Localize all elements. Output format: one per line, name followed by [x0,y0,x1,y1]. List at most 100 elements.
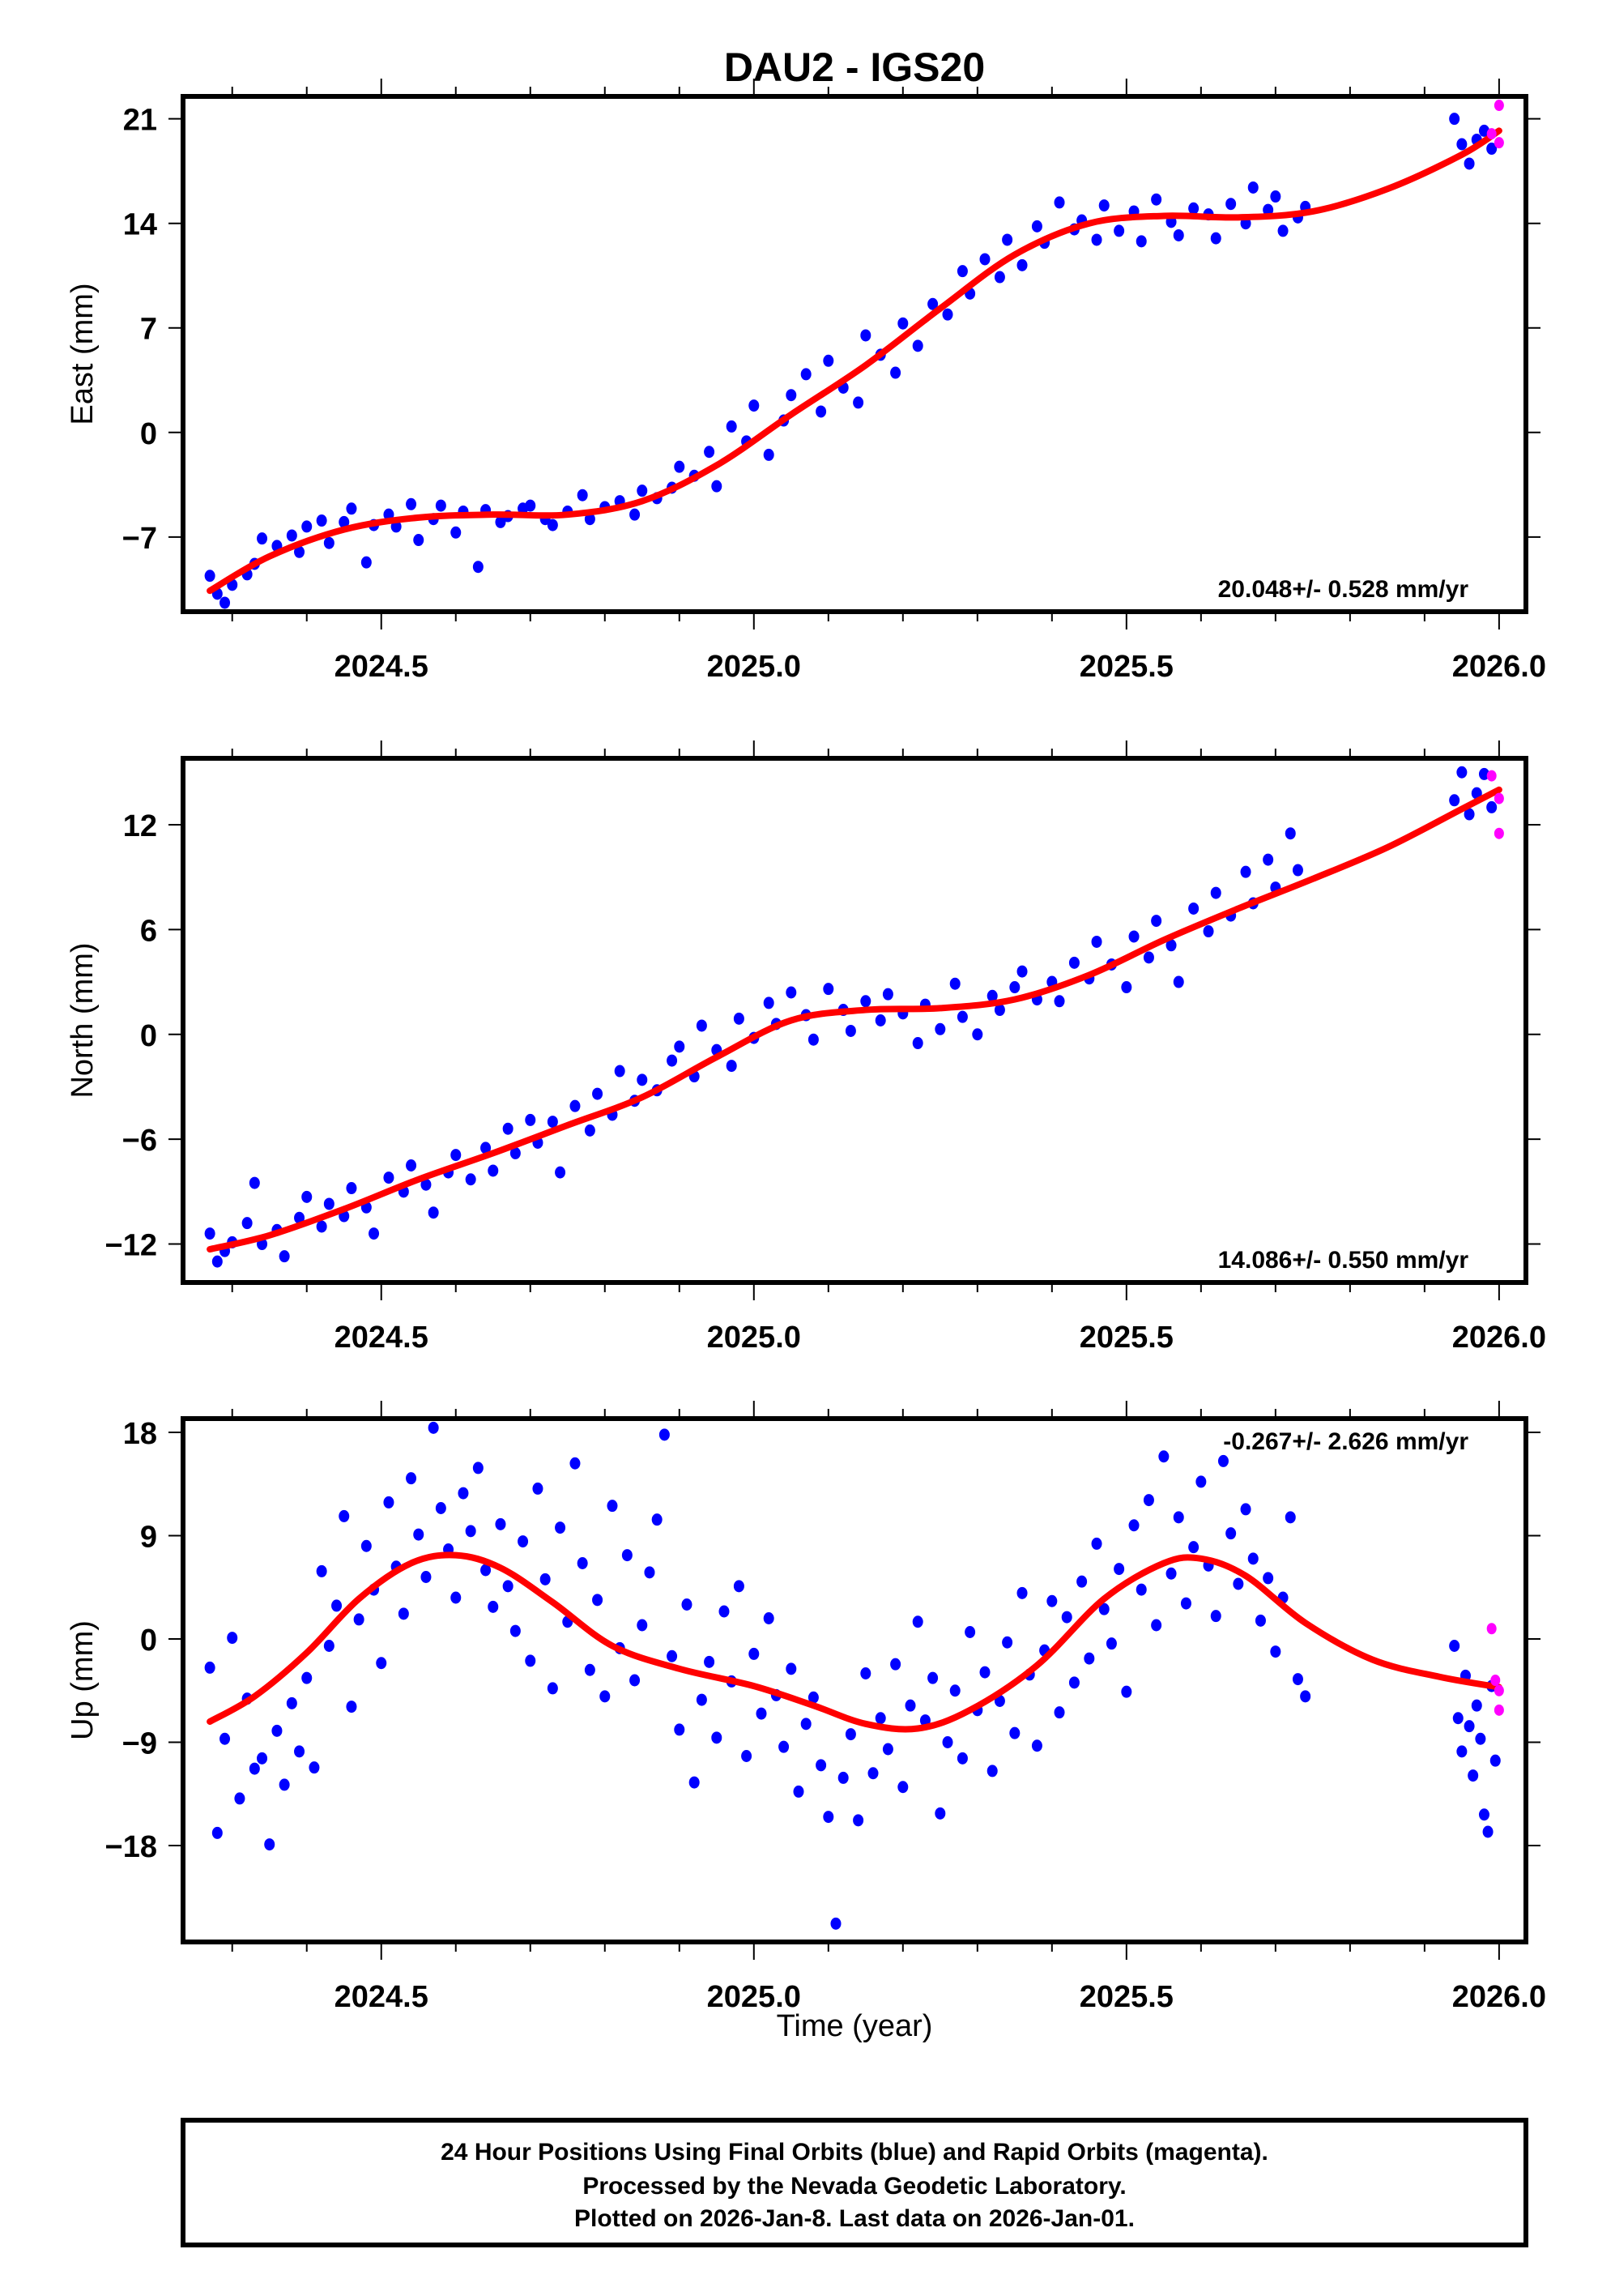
footer-line-3: Plotted on 2026-Jan-8. Last data on 2026… [574,2205,1135,2232]
final-orbit-point [339,515,350,528]
footer-line-2: Processed by the Nevada Geodetic Laborat… [582,2173,1126,2200]
final-orbit-point [525,499,536,512]
final-orbit-point [1061,1611,1072,1624]
final-orbit-point [339,1509,350,1522]
final-orbit-point [718,1605,730,1618]
final-orbit-point [1247,1552,1259,1565]
final-orbit-point [905,1699,916,1712]
final-orbit-point [435,1502,446,1514]
final-orbit-point [1165,1567,1177,1580]
x-tick-label: 2026.0 [1452,1980,1546,2014]
final-orbit-point [569,1457,581,1470]
final-orbit-point [1471,1699,1482,1712]
final-orbit-point [1478,1808,1489,1821]
final-orbit-point [480,1142,492,1154]
final-orbit-point [376,1657,387,1670]
x-tick-label: 2024.5 [335,1980,428,2014]
final-orbit-point [845,1024,856,1037]
final-orbit-point [1106,1637,1117,1650]
final-orbit-point [1233,1577,1244,1590]
chart-title: DAU2 - IGS20 [724,45,985,90]
final-orbit-point [249,1762,260,1775]
final-orbit-point [674,1040,685,1053]
final-orbit-point [577,489,588,501]
y-tick-label: −18 [105,1830,157,1864]
final-orbit-point [286,529,297,542]
y-axis-label: East (mm) [66,283,100,425]
final-orbit-point [800,1718,812,1731]
final-orbit-point [1091,233,1102,246]
final-orbit-point [234,1792,245,1805]
final-orbit-point [830,1917,842,1930]
final-orbit-point [383,1496,394,1509]
final-orbit-point [547,1116,558,1129]
final-orbit-point [584,1124,595,1137]
final-orbit-point [1225,198,1237,211]
final-orbit-point [406,497,417,510]
final-orbit-point [316,1220,327,1233]
final-orbit-point [1456,1745,1468,1758]
final-orbit-point [823,983,834,996]
final-orbit-point [786,986,797,999]
final-orbit-point [301,1671,313,1684]
y-tick-label: 6 [140,914,157,948]
final-orbit-point [1009,1726,1021,1739]
final-orbit-point [1468,1769,1479,1782]
final-orbit-point [1151,1619,1162,1632]
final-orbit-point [942,1736,953,1748]
final-orbit-point [674,1723,685,1736]
final-orbit-point [1486,800,1498,813]
final-orbit-point [688,1776,700,1789]
final-orbit-point [733,1580,744,1593]
final-orbit-point [1449,794,1460,807]
final-orbit-point [398,1607,409,1620]
final-orbit-point [1449,113,1460,126]
y-tick-label: 0 [140,1019,157,1053]
footer-frame [181,2118,1528,2247]
rapid-orbit-point [1486,128,1497,140]
final-orbit-point [733,1012,744,1025]
final-orbit-point [346,502,357,515]
final-orbit-point [1158,1450,1170,1463]
final-orbit-point [495,1517,506,1530]
final-orbit-point [845,1728,856,1741]
y-tick-label: −6 [122,1124,157,1158]
velocity-label: 20.048+/- 0.528 mm/yr [1218,576,1469,603]
final-orbit-point [979,1666,991,1679]
final-orbit-point [584,1663,595,1676]
final-orbit-point [629,1674,641,1687]
final-orbit-point [972,1028,983,1041]
plot-area [204,1421,1504,1930]
east-panel: 2024.5 2025.0 2025.5 2026.0 −7 0 7 14 21 East (mm… [66,79,1546,684]
final-orbit-point [294,545,305,558]
final-orbit-point [786,389,797,402]
final-orbit-point [413,1528,424,1541]
final-orbit-point [569,1099,581,1112]
final-orbit-point [1173,1511,1184,1524]
y-axis-label: Up (mm) [66,1620,100,1740]
final-orbit-point [994,271,1005,284]
final-orbit-point [1270,190,1281,203]
final-orbit-point [472,1462,484,1474]
final-orbit-point [323,1197,335,1210]
final-orbit-point [927,1671,939,1684]
final-orbit-point [279,1778,290,1791]
final-orbit-point [1121,1685,1132,1698]
final-orbit-point [1486,143,1498,156]
final-orbit-point [816,1759,827,1772]
final-orbit-point [912,1615,923,1628]
footer-line-1: 24 Hour Positions Using Final Orbits (bl… [441,2139,1268,2166]
final-orbit-point [555,1166,566,1179]
final-orbit-point [1482,1825,1494,1838]
final-orbit-point [681,1598,692,1611]
final-orbit-point [577,1557,588,1569]
final-orbit-point [1173,228,1184,241]
final-orbit-point [949,977,961,990]
final-orbit-point [808,1033,819,1046]
final-orbit-point [428,1421,439,1434]
final-orbit-point [309,1761,320,1774]
final-orbit-point [1292,1673,1303,1686]
final-orbit-point [1452,1712,1464,1725]
final-orbit-point [547,1682,558,1695]
x-tick-label: 2025.0 [707,1980,801,2014]
